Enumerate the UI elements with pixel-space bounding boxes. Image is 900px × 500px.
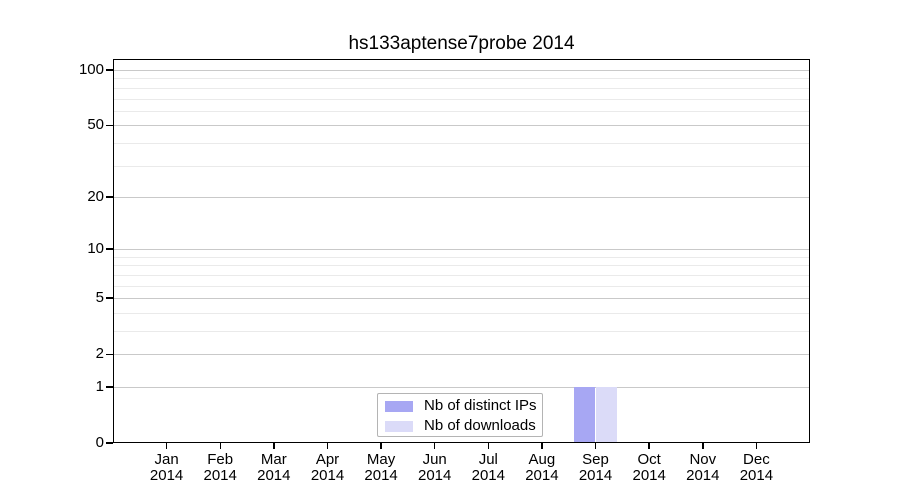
x-tick-month: Jun bbox=[422, 451, 447, 468]
x-tick-year: 2014 bbox=[686, 467, 720, 484]
x-tick-year: 2014 bbox=[257, 467, 291, 484]
x-tick bbox=[273, 443, 275, 449]
x-tick-year: 2014 bbox=[632, 467, 666, 484]
x-tick bbox=[487, 443, 490, 449]
y-tick-label: 20 bbox=[87, 187, 104, 205]
x-tick-month: Feb bbox=[207, 451, 234, 468]
gridline-minor bbox=[113, 256, 810, 258]
gridline-minor bbox=[113, 110, 810, 112]
y-tick bbox=[106, 442, 113, 444]
bar-nb-of-downloads-sep bbox=[595, 387, 617, 443]
x-tick-year: 2014 bbox=[418, 467, 452, 484]
x-tick-month: Aug bbox=[528, 451, 556, 468]
x-tick-label: Oct 2014 bbox=[609, 452, 689, 484]
gridline-minor bbox=[113, 312, 810, 314]
y-tick-label: 2 bbox=[95, 345, 104, 363]
x-tick-month: Sep bbox=[582, 451, 609, 468]
x-tick-year: 2014 bbox=[578, 467, 613, 484]
gridline-minor bbox=[113, 165, 810, 167]
legend-swatch-distinct-ips bbox=[385, 400, 413, 412]
x-tick bbox=[594, 443, 597, 449]
y-tick-label: 50 bbox=[87, 116, 104, 134]
y-tick-label: 0 bbox=[95, 434, 104, 451]
x-tick bbox=[165, 443, 168, 449]
legend-entry-distinct-ips: Nb of distinct IPs bbox=[385, 396, 542, 416]
gridline-major bbox=[113, 196, 810, 198]
bar-nb-of-distinct-ips-sep bbox=[574, 387, 596, 443]
chart-title: hs133aptense7probe 2014 bbox=[348, 33, 575, 54]
x-tick bbox=[433, 443, 436, 449]
x-tick bbox=[648, 443, 650, 449]
gridline-major bbox=[113, 249, 810, 251]
x-tick-label: Apr 2014 bbox=[288, 452, 368, 484]
legend-label-distinct-ips: Nb of distinct IPs bbox=[424, 397, 537, 414]
gridline-minor bbox=[113, 78, 810, 80]
x-tick-label: Nov 2014 bbox=[663, 452, 743, 484]
x-tick-month: Apr bbox=[315, 451, 340, 468]
y-tick-label: 10 bbox=[87, 240, 104, 258]
x-tick-year: 2014 bbox=[471, 467, 505, 484]
gridline-major bbox=[113, 298, 810, 300]
x-tick bbox=[219, 443, 221, 449]
legend-label-downloads: Nb of downloads bbox=[424, 417, 536, 434]
x-tick bbox=[380, 443, 382, 449]
x-tick-month: Jul bbox=[478, 451, 498, 468]
x-tick bbox=[702, 443, 704, 449]
x-tick bbox=[755, 443, 758, 449]
x-tick-label: Sep 2014 bbox=[556, 452, 636, 484]
gridline-minor bbox=[113, 98, 810, 100]
y-tick bbox=[106, 248, 113, 250]
gridline-major bbox=[113, 354, 810, 356]
x-tick-year: 2014 bbox=[525, 467, 559, 484]
x-tick-year: 2014 bbox=[310, 467, 345, 484]
y-tick bbox=[106, 124, 113, 126]
x-tick-label: Jun 2014 bbox=[395, 452, 475, 484]
x-tick-month: Mar bbox=[260, 451, 287, 468]
x-tick-label: Feb 2014 bbox=[180, 452, 260, 484]
y-tick bbox=[106, 386, 113, 388]
x-tick-label: Jul 2014 bbox=[448, 452, 528, 484]
x-tick-label: Aug 2014 bbox=[502, 452, 582, 484]
x-tick-year: 2014 bbox=[203, 467, 237, 484]
x-tick-year: 2014 bbox=[739, 467, 774, 484]
gridline-major bbox=[113, 387, 810, 388]
gridline-major bbox=[113, 70, 810, 71]
x-tick bbox=[541, 443, 543, 449]
legend-swatch-downloads bbox=[385, 420, 413, 432]
x-tick-label: May 2014 bbox=[341, 452, 421, 484]
x-tick-month: Jan bbox=[154, 451, 179, 468]
x-tick-month: Nov bbox=[689, 451, 717, 468]
x-tick bbox=[326, 443, 329, 449]
gridline-minor bbox=[113, 265, 810, 267]
x-tick-label: Mar 2014 bbox=[234, 452, 314, 484]
y-tick-label: 1 bbox=[95, 378, 104, 395]
y-tick bbox=[106, 297, 113, 299]
x-tick-label: Jan 2014 bbox=[127, 452, 207, 484]
x-tick-label: Dec 2014 bbox=[716, 452, 796, 484]
gridline-minor bbox=[113, 87, 810, 89]
x-tick-year: 2014 bbox=[364, 467, 398, 484]
legend: Nb of distinct IPs Nb of downloads bbox=[377, 393, 543, 437]
x-tick-month: Dec bbox=[743, 451, 770, 468]
y-tick-label: 100 bbox=[78, 61, 104, 78]
y-tick bbox=[106, 196, 113, 198]
gridline-major bbox=[113, 125, 810, 127]
gridline-minor bbox=[113, 142, 810, 144]
x-tick-month: May bbox=[366, 451, 396, 468]
gridline-minor bbox=[113, 274, 810, 276]
y-tick-label: 5 bbox=[95, 289, 104, 307]
gridline-minor bbox=[113, 331, 810, 332]
y-tick bbox=[106, 353, 113, 355]
y-tick bbox=[106, 69, 113, 71]
gridline-minor bbox=[113, 285, 810, 287]
legend-entry-downloads: Nb of downloads bbox=[385, 416, 542, 436]
x-tick-year: 2014 bbox=[149, 467, 184, 484]
x-tick-month: Oct bbox=[637, 451, 661, 468]
